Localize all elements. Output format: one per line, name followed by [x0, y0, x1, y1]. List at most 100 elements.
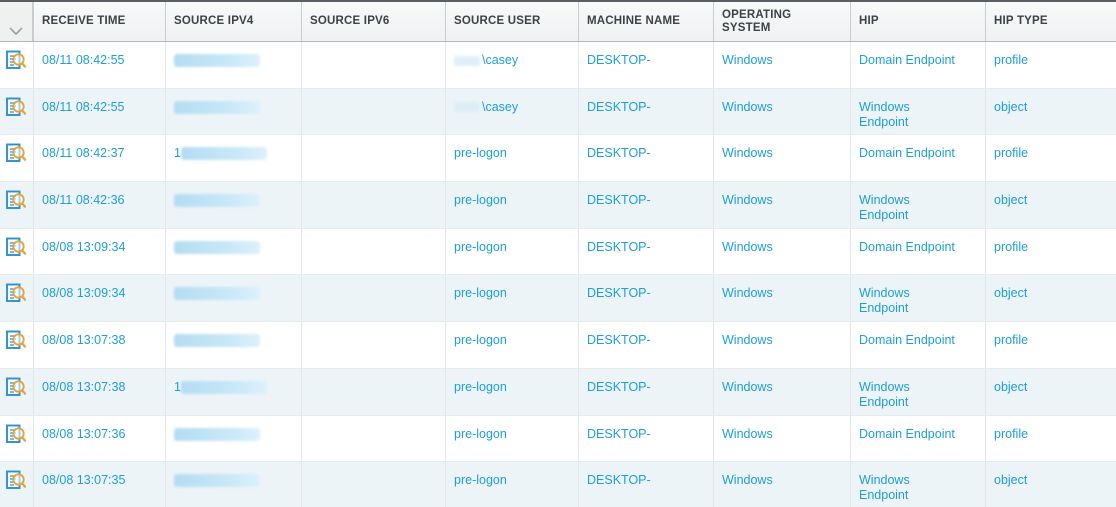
machine-name-value[interactable]: DESKTOP-	[587, 286, 651, 301]
column-header-selector[interactable]	[0, 2, 33, 41]
table-row[interactable]: 08/11 08:42:55 \casey DESKTOP- Windows W…	[0, 88, 1116, 136]
log-detail-magnifier-icon[interactable]	[5, 49, 27, 71]
column-header-hip-type[interactable]: HIP TYPE	[985, 2, 1116, 41]
receive-time-value[interactable]: 08/08 13:07:38	[42, 333, 126, 348]
source-user-value[interactable]: \casey	[482, 99, 519, 114]
hip-type-value[interactable]: object	[994, 473, 1028, 488]
log-detail-magnifier-icon[interactable]	[5, 329, 27, 351]
hip-type-value[interactable]: profile	[994, 53, 1029, 67]
hip-value[interactable]: Domain Endpoint	[859, 239, 955, 254]
operating-system-value[interactable]: Windows	[722, 193, 773, 208]
table-row[interactable]: 08/08 13:09:34 pre-logon DESKTOP- Window…	[0, 275, 1116, 323]
hip-value[interactable]: Domain Endpoint	[859, 53, 955, 67]
chevron-down-icon[interactable]	[9, 27, 24, 36]
source-user-value[interactable]: pre-logon	[454, 426, 507, 441]
hip-type-value[interactable]: object	[994, 286, 1028, 301]
receive-time-value[interactable]: 08/08 13:07:36	[42, 426, 126, 441]
column-header-label: SOURCE IPV6	[310, 15, 390, 27]
log-detail-magnifier-icon[interactable]	[5, 423, 27, 445]
receive-time-value[interactable]: 08/11 08:42:55	[42, 99, 125, 114]
hip-type-value[interactable]: profile	[994, 426, 1029, 441]
log-detail-magnifier-icon[interactable]	[5, 189, 27, 211]
machine-name-value[interactable]: DESKTOP-	[587, 473, 651, 488]
hip-value[interactable]: Domain Endpoint	[859, 146, 955, 161]
source-user-value[interactable]: pre-logon	[454, 286, 507, 301]
source-ipv4-visible-prefix[interactable]: 1	[174, 379, 181, 394]
machine-name-value[interactable]: DESKTOP-	[587, 146, 651, 161]
column-header-source-ipv6[interactable]: SOURCE IPV6	[301, 2, 445, 41]
hip-value[interactable]: Domain Endpoint	[859, 426, 955, 441]
source-ipv6-cell	[301, 182, 445, 228]
column-header-label: HIP TYPE	[994, 15, 1048, 27]
hip-value[interactable]: Windows Endpoint	[859, 286, 910, 316]
log-detail-cell	[0, 322, 33, 368]
column-header-hip[interactable]: HIP	[850, 2, 985, 41]
operating-system-value[interactable]: Windows	[722, 53, 773, 67]
machine-name-value[interactable]: DESKTOP-	[587, 333, 651, 348]
hip-value[interactable]: Windows Endpoint	[859, 473, 910, 503]
receive-time-value[interactable]: 08/08 13:09:34	[42, 239, 126, 254]
source-ipv6-cell	[301, 462, 445, 507]
operating-system-value[interactable]: Windows	[722, 333, 773, 348]
column-header-machine-name[interactable]: MACHINE NAME	[578, 2, 713, 41]
hip-value[interactable]: Windows Endpoint	[859, 193, 910, 223]
receive-time-value[interactable]: 08/08 13:07:38	[42, 379, 126, 394]
machine-name-value[interactable]: DESKTOP-	[587, 99, 651, 114]
operating-system-value[interactable]: Windows	[722, 286, 773, 301]
receive-time-value[interactable]: 08/11 08:42:55	[42, 53, 125, 67]
log-detail-magnifier-icon[interactable]	[5, 376, 27, 398]
log-detail-magnifier-icon[interactable]	[5, 236, 27, 258]
column-header-operating-system[interactable]: OPERATING SYSTEM	[713, 2, 850, 41]
operating-system-value[interactable]: Windows	[722, 99, 773, 114]
machine-name-value[interactable]: DESKTOP-	[587, 239, 651, 254]
source-user-value[interactable]: pre-logon	[454, 379, 507, 394]
table-row[interactable]: 08/08 13:07:35 pre-logon DESKTOP- Window…	[0, 462, 1116, 507]
hip-type-value[interactable]: object	[994, 379, 1028, 394]
source-user-value[interactable]: pre-logon	[454, 146, 507, 161]
machine-name-value[interactable]: DESKTOP-	[587, 193, 651, 208]
source-ipv4-cell: 1	[165, 368, 301, 415]
table-row[interactable]: 08/08 13:09:34 pre-logon DESKTOP- Window…	[0, 228, 1116, 276]
source-user-value[interactable]: pre-logon	[454, 239, 507, 254]
operating-system-value[interactable]: Windows	[722, 239, 773, 254]
column-header-source-user[interactable]: SOURCE USER	[445, 2, 578, 41]
hip-value[interactable]: Windows Endpoint	[859, 379, 910, 409]
machine-name-value[interactable]: DESKTOP-	[587, 426, 651, 441]
source-user-value[interactable]: pre-logon	[454, 333, 507, 348]
column-header-source-ipv4[interactable]: SOURCE IPV4	[165, 2, 301, 41]
redacted-source-ipv4	[174, 194, 260, 208]
source-user-value[interactable]: \casey	[482, 53, 519, 67]
table-row[interactable]: 08/11 08:42:37 1 pre-logon DESKTOP- Wind…	[0, 135, 1116, 183]
log-detail-magnifier-icon[interactable]	[5, 282, 27, 304]
table-row[interactable]: 08/08 13:07:38 1 pre-logon DESKTOP- Wind…	[0, 368, 1116, 416]
hip-type-value[interactable]: profile	[994, 146, 1029, 161]
operating-system-value[interactable]: Windows	[722, 426, 773, 441]
hip-type-value[interactable]: object	[994, 99, 1028, 114]
source-user-value[interactable]: pre-logon	[454, 193, 507, 208]
table-row[interactable]: 08/08 13:07:38 pre-logon DESKTOP- Window…	[0, 322, 1116, 369]
source-ipv4-visible-prefix[interactable]: 1	[174, 146, 181, 161]
table-row[interactable]: 08/11 08:42:36 pre-logon DESKTOP- Window…	[0, 182, 1116, 229]
log-detail-magnifier-icon[interactable]	[5, 469, 27, 491]
column-header-receive-time[interactable]: RECEIVE TIME	[33, 2, 165, 41]
operating-system-value[interactable]: Windows	[722, 473, 773, 488]
log-detail-magnifier-icon[interactable]	[5, 142, 27, 164]
log-detail-magnifier-icon[interactable]	[5, 96, 27, 118]
receive-time-value[interactable]: 08/08 13:07:35	[42, 473, 126, 488]
table-row[interactable]: 08/08 13:07:36 pre-logon DESKTOP- Window…	[0, 415, 1116, 463]
hip-type-value[interactable]: profile	[994, 333, 1029, 348]
hip-value[interactable]: Domain Endpoint	[859, 333, 955, 348]
receive-time-value[interactable]: 08/11 08:42:37	[42, 146, 125, 161]
hip-value[interactable]: Windows Endpoint	[859, 99, 910, 129]
machine-name-value[interactable]: DESKTOP-	[587, 53, 651, 67]
hip-type-value[interactable]: object	[994, 193, 1028, 208]
receive-time-value[interactable]: 08/11 08:42:36	[42, 193, 125, 208]
operating-system-value[interactable]: Windows	[722, 379, 773, 394]
machine-name-value[interactable]: DESKTOP-	[587, 379, 651, 394]
hip-type-value[interactable]: profile	[994, 239, 1029, 254]
operating-system-value[interactable]: Windows	[722, 146, 773, 161]
receive-time-value[interactable]: 08/08 13:09:34	[42, 286, 126, 301]
source-user-value[interactable]: pre-logon	[454, 473, 507, 488]
table-row[interactable]: 08/11 08:42:55 \casey DESKTOP- Windows D…	[0, 42, 1116, 89]
hip-cell: Windows Endpoint	[850, 182, 985, 228]
